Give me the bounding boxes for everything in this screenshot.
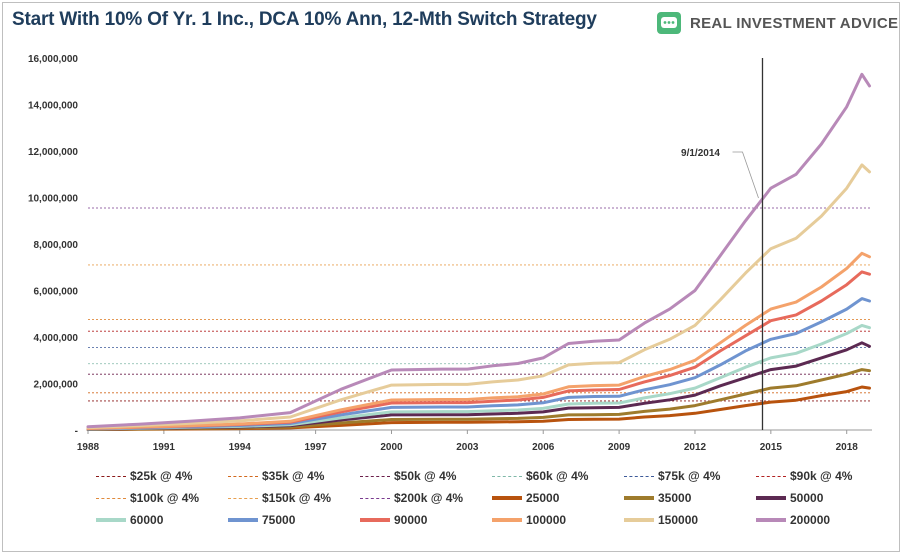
legend-item: $35k @ 4%	[228, 469, 324, 483]
legend-item: $75k @ 4%	[624, 469, 720, 483]
y-tick-label: 12,000,000	[28, 147, 78, 158]
legend-item: 200000	[756, 513, 830, 527]
legend-swatch	[756, 475, 786, 477]
legend-label: $35k @ 4%	[262, 469, 325, 483]
legend-swatch	[756, 518, 786, 522]
x-tick-label: 2003	[456, 442, 479, 453]
brand-logo: REAL INVESTMENT ADVICE	[656, 8, 898, 38]
brand-name: REAL INVESTMENT ADVICE	[690, 14, 899, 32]
legend-swatch	[360, 518, 390, 522]
legend-label: 60000	[130, 513, 164, 527]
legend-item: 35000	[624, 491, 691, 505]
legend-item: $60k @ 4%	[492, 469, 588, 483]
y-tick-label: 4,000,000	[34, 333, 79, 344]
annotation-label: 9/1/2014	[681, 148, 720, 159]
x-tick-label: 1994	[229, 442, 252, 453]
legend-label: 150000	[658, 513, 699, 527]
legend-label: $100k @ 4%	[130, 491, 200, 505]
legend-item: $100k @ 4%	[96, 491, 199, 505]
y-tick-label: 8,000,000	[34, 240, 79, 251]
legend-swatch	[228, 497, 258, 499]
legend-label: 100000	[526, 513, 567, 527]
y-tick-label: 14,000,000	[28, 101, 78, 112]
legend-item: $90k @ 4%	[756, 469, 852, 483]
legend-swatch	[360, 497, 390, 499]
x-tick-label: 2012	[684, 442, 707, 453]
x-tick-label: 2015	[760, 442, 783, 453]
legend-swatch	[492, 496, 522, 500]
y-tick-label: 16,000,000	[28, 54, 78, 65]
legend-label: $25k @ 4%	[130, 469, 193, 483]
legend-swatch	[96, 497, 126, 499]
series-line	[86, 72, 871, 429]
x-tick-label: 1988	[77, 442, 100, 453]
legend-label: 25000	[526, 491, 560, 505]
legend-label: $150k @ 4%	[262, 491, 332, 505]
legend-label: 200000	[790, 513, 831, 527]
series-line	[86, 251, 871, 430]
legend-swatch	[624, 475, 654, 477]
legend-label: 50000	[790, 491, 824, 505]
legend-item: 100000	[492, 513, 566, 527]
x-tick-label: 2009	[608, 442, 631, 453]
series-line	[86, 368, 871, 431]
legend-item: 25000	[492, 491, 559, 505]
legend-label: $200k @ 4%	[394, 491, 464, 505]
legend-label: $50k @ 4%	[394, 469, 457, 483]
annotation-leader	[732, 151, 759, 199]
legend-swatch	[624, 518, 654, 522]
legend-swatch	[96, 518, 126, 522]
series-line	[86, 323, 871, 431]
legend-item: $150k @ 4%	[228, 491, 331, 505]
series-line	[86, 341, 871, 431]
legend-label: 35000	[658, 491, 692, 505]
legend-swatch	[96, 475, 126, 477]
legend-item: 50000	[756, 491, 823, 505]
legend-swatch	[492, 518, 522, 522]
legend-item: $25k @ 4%	[96, 469, 192, 483]
legend-label: 90000	[394, 513, 428, 527]
legend-label: $60k @ 4%	[526, 469, 589, 483]
x-tick-label: 2006	[532, 442, 555, 453]
legend-label: $75k @ 4%	[658, 469, 721, 483]
y-tick-label: 10,000,000	[28, 194, 78, 205]
legend-item: 150000	[624, 513, 698, 527]
legend-swatch	[228, 518, 258, 522]
x-tick-label: 1997	[304, 442, 327, 453]
legend-label: $90k @ 4%	[790, 469, 853, 483]
chart-title: Start With 10% Of Yr. 1 Inc., DCA 10% An…	[12, 9, 597, 30]
series-line	[86, 297, 871, 431]
legend-swatch	[756, 496, 786, 500]
legend-swatch	[360, 475, 390, 477]
legend-item: 90000	[360, 513, 427, 527]
y-tick-label: 6,000,000	[34, 287, 79, 298]
y-tick-label: -	[75, 426, 78, 437]
legend-item: 75000	[228, 513, 295, 527]
legend-swatch	[492, 475, 522, 477]
series-line	[86, 163, 871, 430]
legend-swatch	[228, 475, 258, 477]
y-tick-label: 2,000,000	[34, 380, 79, 391]
x-tick-label: 2018	[836, 442, 859, 453]
legend-item: $50k @ 4%	[360, 469, 456, 483]
legend-label: 75000	[262, 513, 296, 527]
legend-item: 60000	[96, 513, 163, 527]
x-tick-label: 1991	[153, 442, 176, 453]
x-tick-label: 2000	[380, 442, 403, 453]
legend-swatch	[624, 496, 654, 500]
chat-bubble-icon	[657, 12, 681, 34]
legend-item: $200k @ 4%	[360, 491, 463, 505]
